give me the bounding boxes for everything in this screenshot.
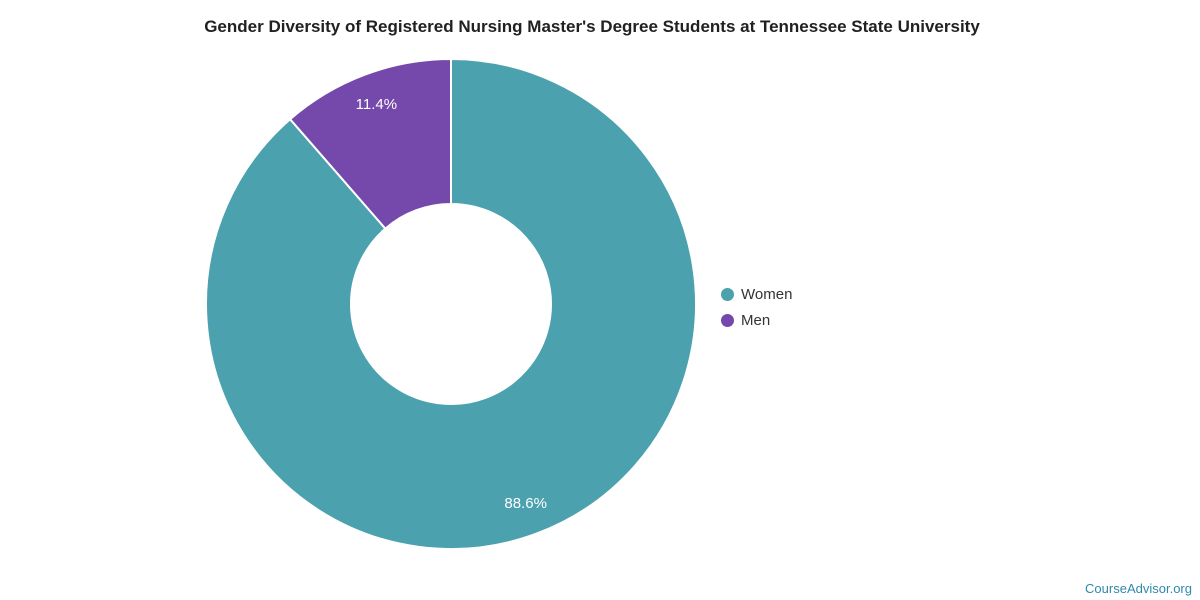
data-label-men: 11.4%: [356, 96, 397, 113]
legend-item-men[interactable]: Men: [721, 307, 792, 333]
courseadvisor-link[interactable]: CourseAdvisor.org: [1085, 581, 1192, 596]
chart-legend: Women Men: [721, 281, 792, 333]
legend-marker-women-icon: [721, 287, 734, 301]
pie-slice-men[interactable]: [289, 58, 452, 230]
data-label-women: 88.6%: [504, 495, 547, 512]
legend-marker-men-icon: [721, 313, 734, 327]
chart-title: Gender Diversity of Registered Nursing M…: [204, 17, 980, 36]
legend-label-women: Women: [741, 285, 793, 303]
legend-label-men: Men: [741, 311, 771, 329]
legend-item-women[interactable]: Women: [721, 281, 792, 307]
pie-slice-women[interactable]: [205, 58, 697, 550]
